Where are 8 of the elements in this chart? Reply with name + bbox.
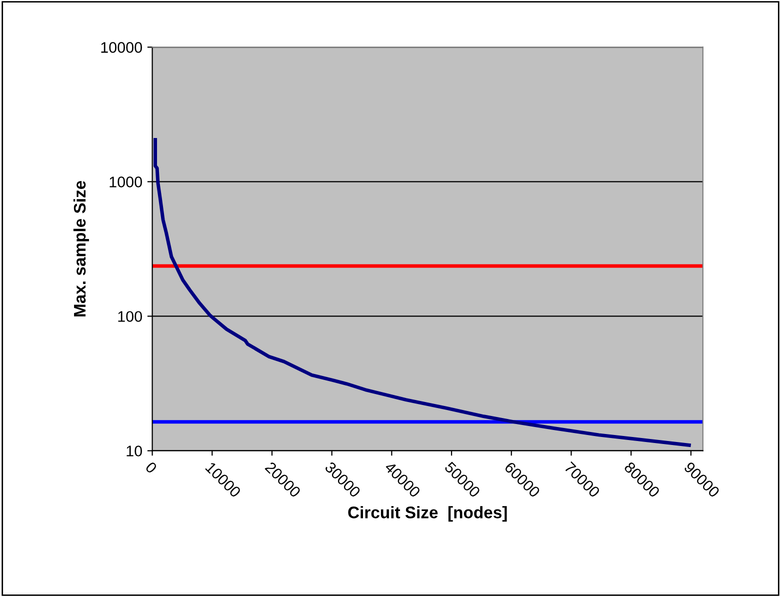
y-tick-label: 1000 xyxy=(110,176,142,188)
x-axis-title: Circuit Size [nodes] xyxy=(348,506,507,522)
y-tick-label: 10000 xyxy=(101,42,142,53)
y-tick-label: 10 xyxy=(126,446,142,456)
y-axis-title: Max. sample Size xyxy=(73,180,89,316)
line-series xyxy=(154,138,691,447)
x-tick-label: 0 xyxy=(144,461,158,474)
y-tick-label: 100 xyxy=(118,311,142,322)
